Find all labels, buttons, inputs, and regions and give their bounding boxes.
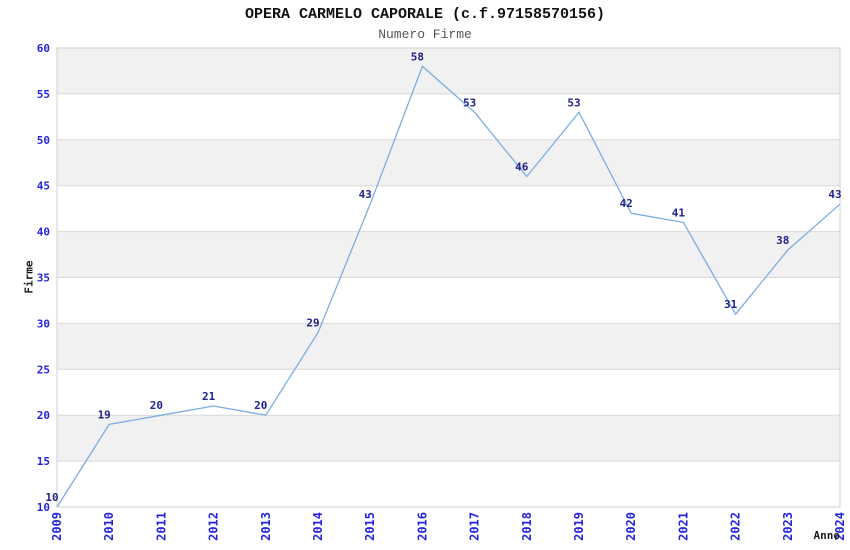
y-tick-label: 60 (37, 42, 50, 55)
x-tick-label: 2016 (415, 512, 429, 541)
x-tick-label: 2021 (676, 512, 690, 541)
x-tick-label: 2017 (468, 512, 482, 541)
y-tick-label: 30 (37, 317, 50, 330)
y-tick-label: 45 (37, 180, 50, 193)
y-tick-label: 20 (37, 409, 50, 422)
point-value-label: 21 (202, 390, 216, 403)
x-tick-label: 2024 (833, 512, 847, 541)
grid-band (57, 139, 840, 186)
point-value-label: 29 (306, 317, 319, 330)
chart-subtitle: Numero Firme (378, 27, 472, 42)
x-tick-label: 2019 (572, 512, 586, 541)
plot-border (56, 47, 841, 508)
x-axis-title: Anno (813, 529, 841, 542)
x-tick-label: 2014 (311, 512, 325, 541)
point-value-label: 58 (411, 50, 424, 63)
point-value-label: 20 (150, 399, 163, 412)
x-tick-label: 2023 (781, 512, 795, 541)
x-tick-label: 2009 (50, 512, 64, 541)
y-axis-title: Firme (22, 260, 36, 294)
y-tick-label: 40 (37, 226, 50, 239)
x-tick-label: 2010 (102, 512, 116, 541)
y-tick-label: 15 (37, 455, 50, 468)
point-value-label: 46 (515, 161, 529, 174)
x-tick-label: 2020 (624, 512, 638, 541)
chart-title: OPERA CARMELO CAPORALE (c.f.97158570156) (244, 6, 606, 23)
grid-band (57, 231, 840, 278)
y-tick-label: 50 (37, 134, 50, 147)
point-value-label: 19 (98, 408, 111, 421)
point-value-label: 10 (45, 491, 58, 504)
point-value-label: 41 (672, 206, 686, 219)
point-value-label: 42 (620, 197, 633, 210)
grid-band (57, 48, 840, 94)
x-tick-label: 2015 (363, 512, 377, 541)
grid-band (57, 415, 840, 462)
y-tick-label: 55 (37, 88, 50, 101)
data-line (56, 65, 841, 508)
x-tick-label: 2012 (207, 512, 221, 541)
point-value-label: 53 (463, 96, 476, 109)
x-tick-label: 2018 (520, 512, 534, 541)
y-tick-label: 35 (37, 272, 50, 285)
point-value-label: 20 (254, 399, 267, 412)
x-tick-label: 2013 (259, 512, 273, 541)
x-tick-label: 2011 (154, 512, 168, 541)
point-value-label: 31 (724, 298, 738, 311)
x-tick-label: 2022 (729, 512, 743, 541)
point-value-label: 53 (567, 96, 580, 109)
y-tick-label: 10 (37, 501, 50, 514)
point-value-label: 43 (359, 188, 372, 201)
grid-band (57, 323, 840, 370)
point-value-label: 38 (776, 234, 789, 247)
point-value-label: 43 (828, 188, 841, 201)
y-tick-label: 25 (37, 363, 50, 376)
